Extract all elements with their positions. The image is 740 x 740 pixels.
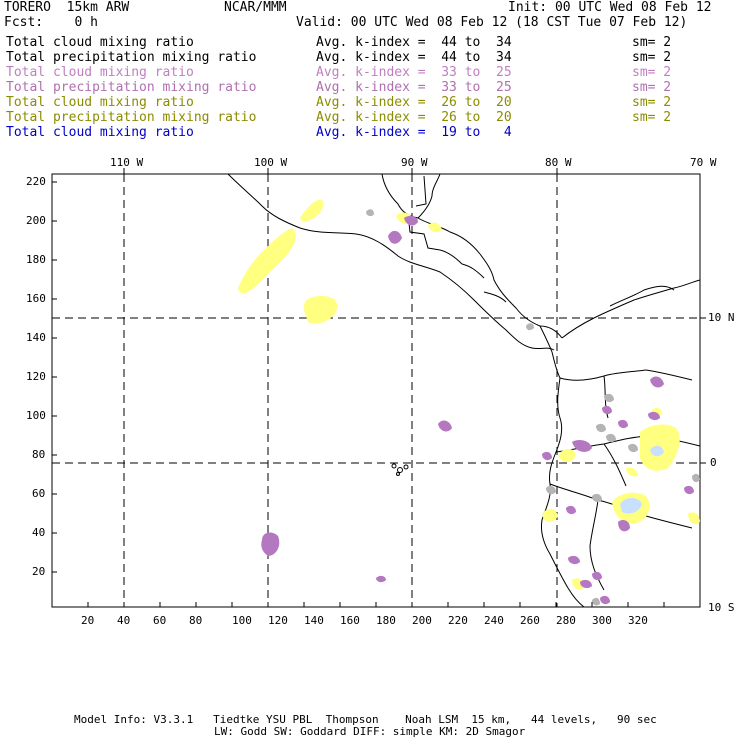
gray-cloud-areas (366, 209, 700, 606)
forecast-hour: Fcst: 0 h (4, 15, 98, 30)
lat-label-10n: 10 N (708, 311, 735, 324)
legend-avg-7: Avg. k-index = 19 to 4 (316, 125, 512, 140)
x-tick-240: 240 (484, 614, 504, 627)
y-tick-140: 140 (26, 331, 46, 344)
x-tick-20: 20 (81, 614, 95, 627)
x-tick-marks (87, 602, 665, 607)
legend-field-3: Total cloud mixing ratio (6, 65, 194, 80)
x-tick-40: 40 (117, 614, 131, 627)
x-tick-180: 180 (376, 614, 396, 627)
y-tick-200: 200 (26, 214, 46, 227)
legend-avg-6: Avg. k-index = 26 to 20 (316, 110, 512, 125)
legend-sm-4: sm= 2 (632, 80, 672, 95)
org-label: NCAR/MMM (224, 0, 287, 15)
lon-label-80w: 80 W (545, 156, 572, 169)
legend-sm-1: sm= 2 (632, 35, 672, 50)
lon-label-90w: 90 W (401, 156, 428, 169)
purple-cloud-areas (261, 215, 694, 605)
y-tick-60: 60 (32, 487, 46, 500)
legend-avg-2: Avg. k-index = 44 to 34 (316, 50, 512, 65)
x-tick-320: 320 (628, 614, 648, 627)
x-tick-300: 300 (592, 614, 612, 627)
x-tick-140: 140 (304, 614, 324, 627)
lat-label-0: 0 (710, 456, 717, 469)
yellow-cloud-areas (238, 199, 700, 590)
x-tick-260: 260 (520, 614, 540, 627)
legend-field-5: Total cloud mixing ratio (6, 95, 194, 110)
galapagos-islands (391, 463, 409, 476)
legend-avg-1: Avg. k-index = 44 to 34 (316, 35, 512, 50)
legend-field-1: Total cloud mixing ratio (6, 35, 194, 50)
x-tick-80: 80 (189, 614, 203, 627)
model-info-line2: LW: Godd SW: Goddard DIFF: simple KM: 2D… (214, 725, 526, 738)
model-title: TORERO 15km ARW (4, 0, 130, 15)
valid-time: Valid: 00 UTC Wed 08 Feb 12 (18 CST Tue … (296, 15, 688, 30)
y-tick-180: 180 (26, 253, 46, 266)
legend-field-4: Total precipitation mixing ratio (6, 80, 257, 95)
y-tick-160: 160 (26, 292, 46, 305)
lon-label-100w: 100 W (254, 156, 288, 169)
legend-avg-4: Avg. k-index = 33 to 25 (316, 80, 512, 95)
legend-sm-6: sm= 2 (632, 110, 672, 125)
y-tick-120: 120 (26, 370, 46, 383)
y-tick-100: 100 (26, 409, 46, 422)
legend-sm-5: sm= 2 (632, 95, 672, 110)
y-tick-marks (52, 181, 57, 573)
y-tick-80: 80 (32, 448, 46, 461)
x-tick-60: 60 (153, 614, 167, 627)
x-tick-160: 160 (340, 614, 360, 627)
x-tick-100: 100 (232, 614, 252, 627)
lon-label-70w: 70 W (690, 156, 717, 169)
blue-cloud-areas (620, 445, 664, 514)
legend-sm-2: sm= 2 (632, 50, 672, 65)
y-tick-20: 20 (32, 565, 46, 578)
model-info-line1: Model Info: V3.3.1 Tiedtke YSU PBL Thomp… (74, 713, 657, 726)
coastlines (227, 173, 701, 608)
init-time: Init: 00 UTC Wed 08 Feb 12 (508, 0, 712, 15)
y-tick-220: 220 (26, 175, 46, 188)
x-tick-120: 120 (268, 614, 288, 627)
legend-sm-3: sm= 2 (632, 65, 672, 80)
latlon-tick-marks (123, 168, 706, 464)
legend-avg-5: Avg. k-index = 26 to 20 (316, 95, 512, 110)
x-tick-280: 280 (556, 614, 576, 627)
map-frame (51, 173, 701, 608)
x-tick-200: 200 (412, 614, 432, 627)
y-tick-40: 40 (32, 526, 46, 539)
x-tick-220: 220 (448, 614, 468, 627)
lon-label-110w: 110 W (110, 156, 144, 169)
legend-field-7: Total cloud mixing ratio (6, 125, 194, 140)
legend-field-6: Total precipitation mixing ratio (6, 110, 257, 125)
graticule (52, 174, 700, 607)
legend-field-2: Total precipitation mixing ratio (6, 50, 257, 65)
lat-label-10s: 10 S (708, 601, 735, 614)
legend-avg-3: Avg. k-index = 33 to 25 (316, 65, 512, 80)
